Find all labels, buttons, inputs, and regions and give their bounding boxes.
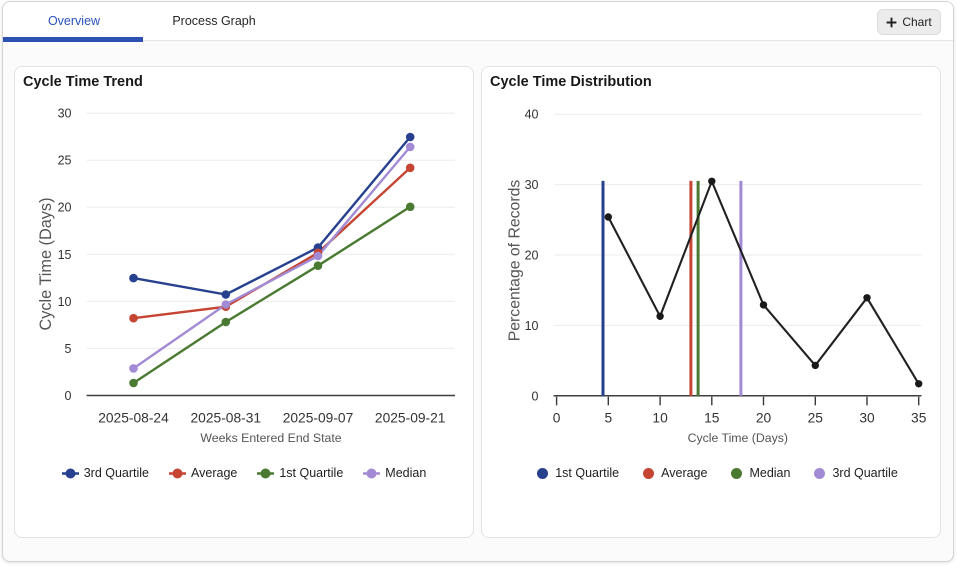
svg-text:20: 20 bbox=[756, 410, 772, 425]
svg-text:Weeks Entered End State: Weeks Entered End State bbox=[200, 431, 341, 445]
svg-text:30: 30 bbox=[58, 107, 72, 121]
svg-text:2025-08-24: 2025-08-24 bbox=[98, 411, 169, 426]
svg-text:5: 5 bbox=[65, 342, 72, 356]
svg-text:2025-08-31: 2025-08-31 bbox=[191, 411, 262, 426]
svg-text:25: 25 bbox=[808, 410, 824, 425]
svg-text:35: 35 bbox=[911, 410, 927, 425]
svg-text:Cycle Time (Days): Cycle Time (Days) bbox=[688, 431, 788, 445]
svg-text:2025-09-07: 2025-09-07 bbox=[283, 411, 354, 426]
svg-text:5: 5 bbox=[604, 410, 612, 425]
svg-text:Percentage of Records: Percentage of Records bbox=[506, 180, 523, 342]
svg-text:0: 0 bbox=[532, 389, 539, 403]
svg-text:0: 0 bbox=[553, 410, 561, 425]
svg-text:10: 10 bbox=[652, 410, 668, 425]
svg-text:0: 0 bbox=[65, 389, 72, 403]
svg-text:10: 10 bbox=[58, 295, 72, 309]
svg-text:2025-09-21: 2025-09-21 bbox=[375, 411, 446, 426]
svg-text:15: 15 bbox=[58, 248, 72, 262]
svg-text:15: 15 bbox=[704, 410, 720, 425]
svg-text:30: 30 bbox=[859, 410, 875, 425]
svg-text:30: 30 bbox=[525, 178, 539, 192]
svg-text:10: 10 bbox=[525, 319, 539, 333]
svg-text:20: 20 bbox=[58, 201, 72, 215]
svg-text:25: 25 bbox=[58, 154, 72, 168]
svg-text:40: 40 bbox=[525, 108, 539, 122]
svg-text:20: 20 bbox=[525, 249, 539, 263]
svg-text:Cycle Time (Days): Cycle Time (Days) bbox=[37, 198, 55, 331]
